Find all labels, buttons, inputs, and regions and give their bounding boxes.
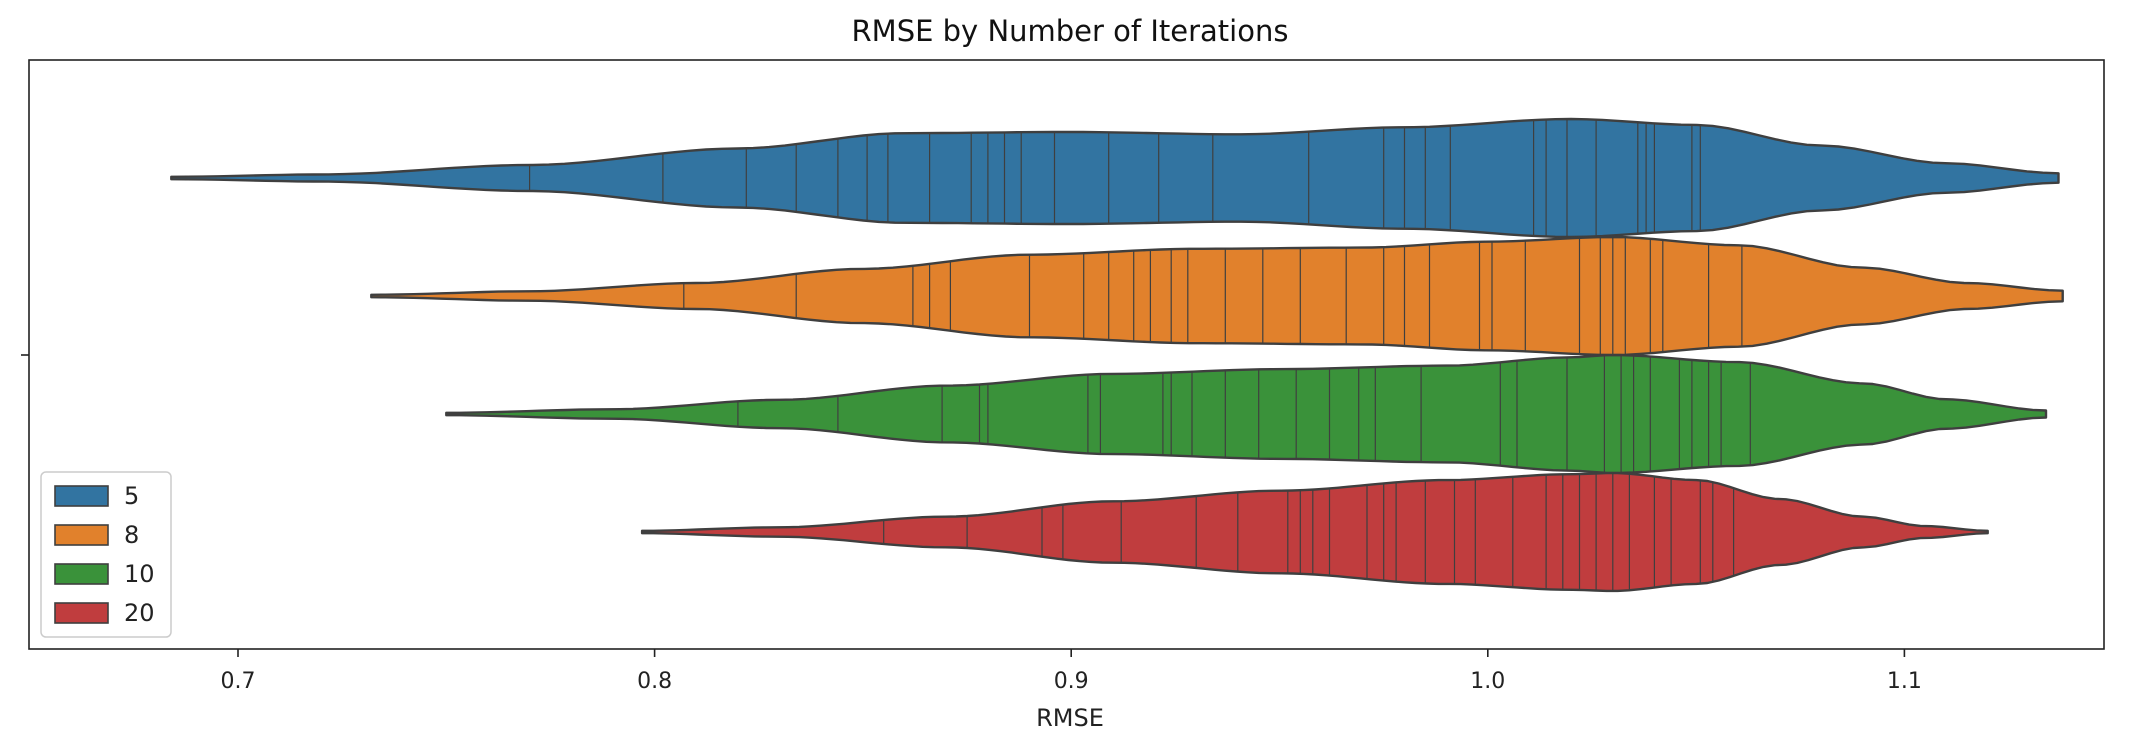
x-axis-label: RMSE [1036,704,1104,732]
violin-body-8 [370,235,2064,357]
x-tick-label-4: 1.1 [1887,669,1922,694]
legend: 5 8 10 20 [40,471,172,638]
violins-layer [170,117,2064,593]
legend-swatch-5 [54,485,109,507]
legend-box [40,471,172,638]
legend-swatch-8 [54,524,109,546]
legend-swatch-10 [54,563,109,585]
x-tick-label-2: 0.9 [1054,669,1089,694]
chart-title: RMSE by Number of Iterations [852,14,1289,48]
legend-label-8: 8 [124,521,139,549]
violin-8 [370,235,2064,357]
legend-label-5: 5 [124,482,139,510]
x-tick-label-1: 0.8 [637,669,672,694]
violin-20 [640,471,1989,593]
violin-5 [170,117,2060,239]
legend-label-10: 10 [124,560,155,588]
legend-label-20: 20 [124,599,155,627]
violin-body-5 [170,117,2060,239]
violin-body-20 [640,471,1989,593]
x-axis: 0.7 0.8 0.9 1.0 1.1 [221,649,1922,694]
violin-10 [445,353,2048,475]
legend-swatch-20 [54,602,109,624]
x-tick-label-0: 0.7 [221,669,256,694]
x-tick-label-3: 1.0 [1470,669,1505,694]
violin-body-10 [445,353,2048,475]
